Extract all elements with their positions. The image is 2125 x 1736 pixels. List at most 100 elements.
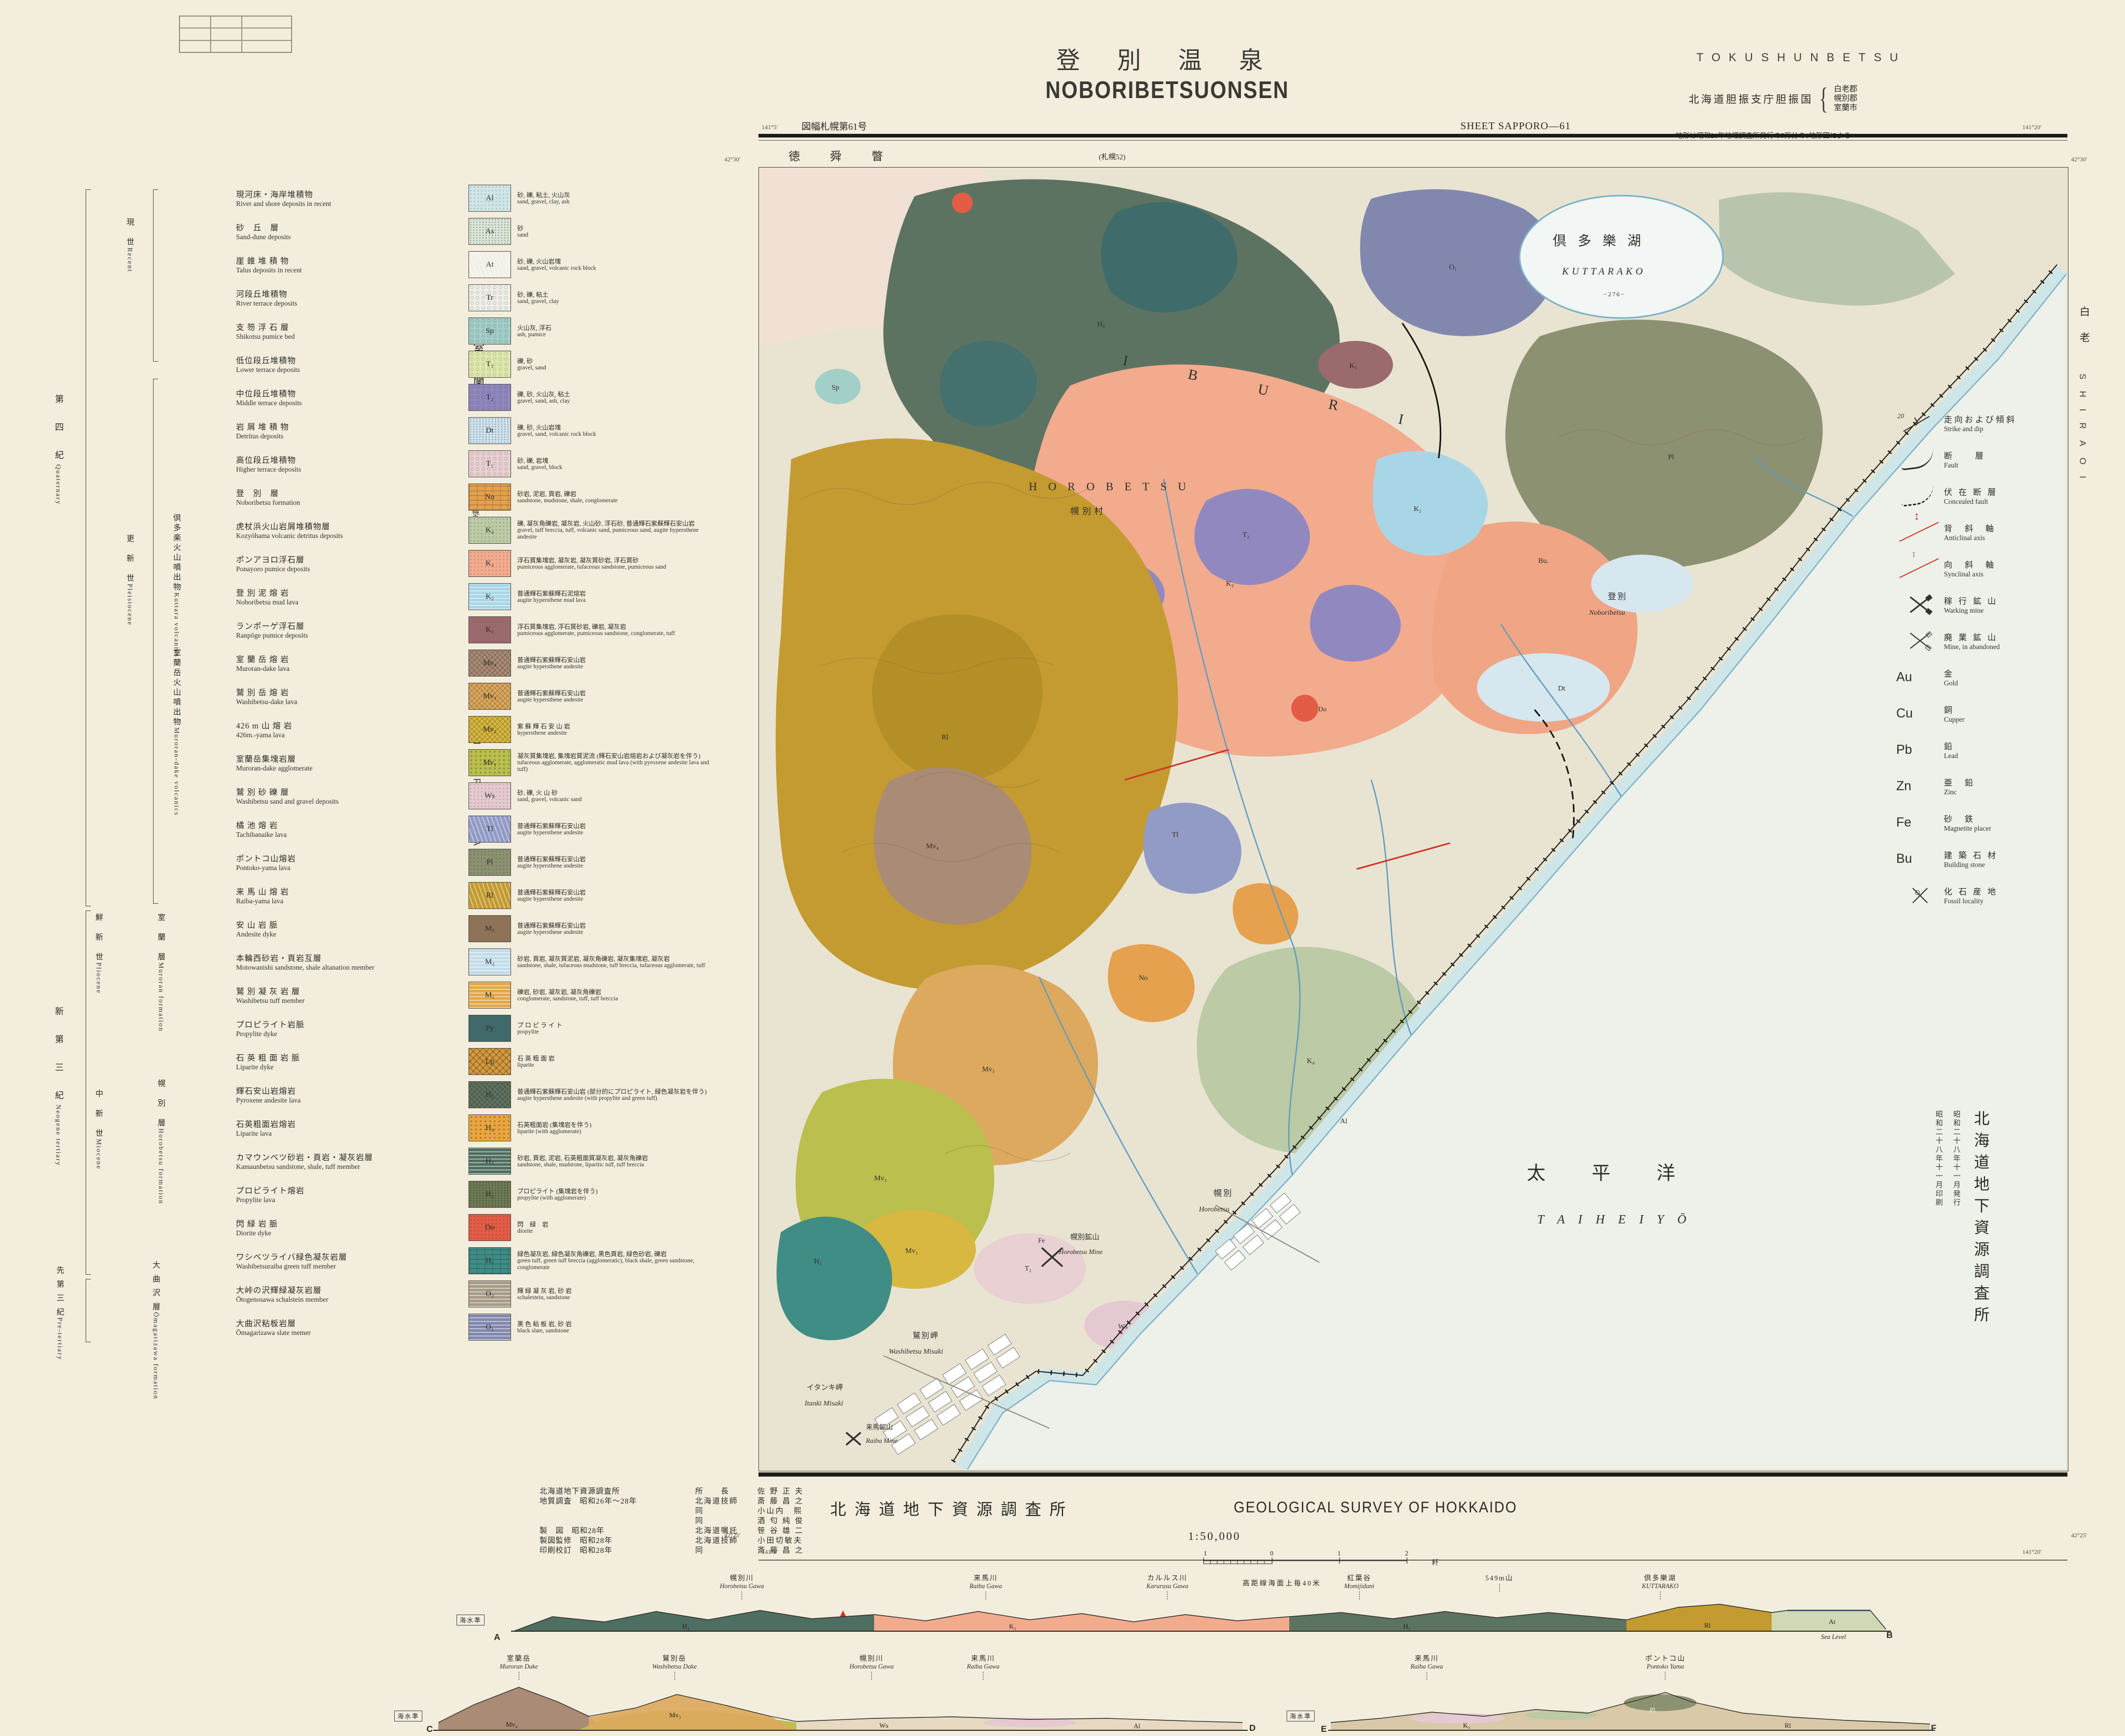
symbol-label-jp: 断 層 xyxy=(1944,452,1986,461)
mineral-label-jp: 銅 xyxy=(1944,706,1955,715)
legend-desc-en: sand, gravel, volcanic sand xyxy=(517,796,582,803)
legend-item-name-en: Washibetsu-dake lava xyxy=(236,698,297,706)
symbol-glyph-icon: 20 xyxy=(1896,409,1944,437)
svg-text:0: 0 xyxy=(1270,1549,1274,1557)
credit-row: 印刷校訂 昭和28年 同 斎 藤 昌 之 xyxy=(540,1546,835,1556)
symbol-item: 伏 在 断 層 Concealed fault xyxy=(1896,477,2119,514)
legend-item-name-jp: 輝石安山岩熔岩 xyxy=(236,1087,296,1096)
mineral-item: Pb 鉛 Lead xyxy=(1896,732,2119,768)
legend-desc-jp: 礫岩, 砂岩, 凝灰岩, 凝灰角礫岩 xyxy=(517,988,602,996)
stamp-table xyxy=(179,16,292,53)
swatch-pattern xyxy=(469,1281,510,1307)
credit-name: 斎 藤 昌 之 xyxy=(757,1547,804,1555)
legend-item-name-jp: 虎杖浜火山岩屑堆積物層 xyxy=(236,522,330,531)
legend-item: 鷲 別 岳 熔 岩 Washibetsu-dake lava Mv₃ 普通輝石紫… xyxy=(236,680,719,713)
legend-swatch: K₁ xyxy=(468,616,511,643)
publisher-name: 北海道地下資源調査所 xyxy=(1971,1110,1989,1328)
symbol-glyph-icon xyxy=(1896,550,1944,582)
legend-desc-en: green tuff, green tuff breccia (agglomer… xyxy=(517,1258,695,1271)
legend-desc-jp: 石英粗面岩 (集塊岩を伴う) xyxy=(517,1121,591,1128)
credit-role: 地質調査 昭和26年〜28年 xyxy=(540,1497,637,1506)
mineral-label-en: Lead xyxy=(1944,752,1958,760)
legend-item-name-jp: 岩 屑 堆 積 物 xyxy=(236,423,289,432)
cross-section-ef: 来馬川 Raiba Gawa ポントコ山 Pontoko Yama 海水準 E … xyxy=(1287,1652,1945,1736)
map-label: No xyxy=(1139,974,1148,982)
legend-item-name-en: Motowanishi sandstone, shale altanation … xyxy=(236,963,375,971)
legend-item-name-jp: 閃 緑 岩 脈 xyxy=(236,1220,278,1229)
section-feature-label: 倶多樂湖 KUTTARAKO xyxy=(1642,1572,1678,1600)
legend-swatch: H₁ xyxy=(468,1247,511,1274)
map-label: Ws xyxy=(1118,1323,1128,1331)
section-feature-label: 幌別川 Horobetsu Gawa xyxy=(720,1572,764,1600)
unit-code: K₁ xyxy=(485,625,494,634)
adjacent-sheet-top-ref: (札幌52) xyxy=(1099,154,1126,161)
credit-title: 北海道技師 xyxy=(695,1497,738,1506)
legend-item: 中位段丘堆積物 Middle terrace deposits T₂ 礫, 砂,… xyxy=(236,381,719,414)
legend-item-name-jp: 砂 丘 層 xyxy=(236,224,279,232)
unit-code: K₂ xyxy=(485,592,494,601)
legend-item-name-jp: 支 笏 浮 石 層 xyxy=(236,323,289,332)
legend-desc-en: sand, gravel, block xyxy=(517,464,562,471)
district: 幌別郡 xyxy=(1833,94,1857,103)
map-label: 幌別村 xyxy=(1070,506,1106,516)
map-label: イタンキ岬 xyxy=(807,1384,843,1392)
unit-code: Py xyxy=(486,1024,494,1032)
map-label: Tl xyxy=(1172,831,1179,839)
swatch-pattern xyxy=(469,750,510,776)
sheet-number-jp: 図幅札幌第61号 xyxy=(802,121,867,132)
section-endpoint: D xyxy=(1249,1723,1256,1733)
legend-swatch: M₂ xyxy=(468,948,511,975)
legend-item-name-jp: ポントコ山熔岩 xyxy=(236,855,296,863)
map-label: Horobetsu xyxy=(1198,1206,1230,1214)
mineral-item: Bu 建 築 石 材 Building stone xyxy=(1896,841,2119,877)
legend-desc-en: sand xyxy=(517,231,529,238)
mineral-item: Zn 亜 鉛 Zinc xyxy=(1896,768,2119,804)
unit-code: K₃ xyxy=(485,559,494,568)
legend-item: カマウンベツ砂岩・頁岩・凝灰岩層 Kamaunbetsu sandstone, … xyxy=(236,1145,719,1178)
legend-item-name-jp: 鷲 別 凝 灰 岩 層 xyxy=(236,987,300,996)
section-feature-label: 鷲別岳 Washibetsu Dake xyxy=(652,1652,697,1680)
sea-level-box: 海水準 xyxy=(394,1711,423,1721)
map-label: 来馬鉱山 xyxy=(866,1423,893,1431)
legend-item-name-jp: ポンアヨロ浮石層 xyxy=(236,556,305,564)
symbol-item: 化 石 産 地 Fossil locality xyxy=(1896,877,2119,913)
publisher-block: 昭和二十八年十一月印刷 昭和二十八年十一月発行 北海道地下資源調査所 xyxy=(1933,1110,1991,1484)
era-miocene: 中 新 世 Miocene xyxy=(94,1090,103,1170)
adjacent-sheet-top-jp: 徳舜瞥 xyxy=(789,150,914,163)
era-pleistocene: 更 新 世 Pleistocene xyxy=(126,534,134,626)
legend-item-name-jp: 登 別 泥 熔 岩 xyxy=(236,589,289,598)
symbol-item: 廃 業 鉱 山 Mine, in abandoned xyxy=(1896,623,2119,659)
legend-desc-en: liparite xyxy=(517,1062,534,1068)
legend-item-name-en: Tachibanaike lava xyxy=(236,831,287,838)
legend-desc-en: sandstone, mudstone, shale, conglomerate xyxy=(517,497,618,504)
map-frame-bottom-rule xyxy=(758,1472,2067,1477)
legend-item-name-en: Noboribetsu formation xyxy=(236,499,300,506)
unit-code: Tl xyxy=(486,824,493,833)
svg-text:K₁: K₁ xyxy=(1009,1622,1016,1630)
credit-name: 小田切敏夫 xyxy=(757,1537,803,1545)
credit-row: 同 酒 匂 純 俊 xyxy=(540,1517,835,1526)
legend-item-name-jp: 安 山 岩 脈 xyxy=(236,921,278,930)
credit-row: 製図監修 昭和28年 北海道技師 小田切敏夫 xyxy=(540,1536,835,1546)
section-endpoint: A xyxy=(494,1632,501,1642)
credit-role: 製図監修 昭和28年 xyxy=(540,1537,613,1545)
legend-swatch: At xyxy=(468,251,511,278)
legend-desc-en: sandstone, shale, mudstone, liparitic tu… xyxy=(517,1161,644,1168)
swatch-pattern xyxy=(469,517,510,543)
mineral-symbol: Au xyxy=(1896,669,1912,684)
credit-row: 同 小山内 熙 xyxy=(540,1507,835,1517)
legend-item-name-en: Liparite lava xyxy=(236,1129,272,1137)
bracket xyxy=(86,1279,91,1342)
sea-level-box: 海水準 xyxy=(1287,1711,1315,1721)
cross-section-cd: 室蘭岳 Muroran Dake 鷲別岳 Washibetsu Dake 幌別川… xyxy=(394,1652,1287,1736)
bracket xyxy=(153,189,158,362)
swatch-pattern xyxy=(469,783,510,809)
legend-item-name-jp: 中位段丘堆積物 xyxy=(236,390,296,398)
legend-item-name-jp: 室蘭岳集塊岩層 xyxy=(236,755,296,764)
section-feature-label: カルルス川 Karurusu Gawa xyxy=(1147,1572,1188,1600)
section-feature-label: 紅葉谷 Momijidani xyxy=(1344,1572,1374,1600)
legend-swatch: T₂ xyxy=(468,384,511,411)
map-label: T₁ xyxy=(1025,1265,1031,1273)
unit-code: T₁ xyxy=(486,459,494,468)
legend-item-name-en: River terrace deposits xyxy=(236,299,297,307)
